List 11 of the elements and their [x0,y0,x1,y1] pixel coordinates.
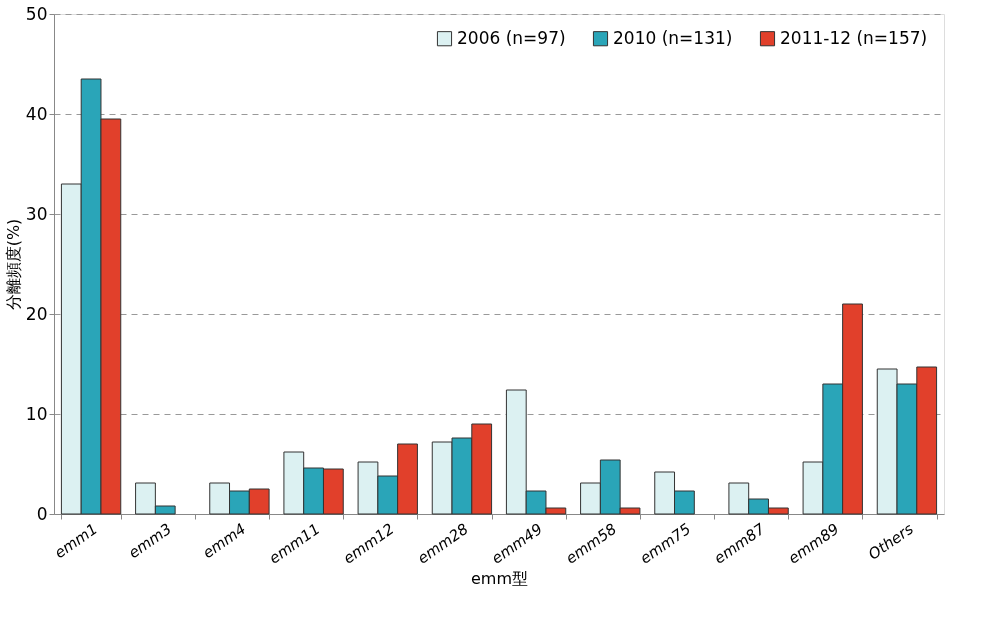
legend-label: 2010 (n=131) [613,27,733,48]
y-tick-label: 20 [25,303,48,324]
legend-label: 2006 (n=97) [457,27,566,48]
x-axis-title: emm型 [470,568,529,588]
y-tick-label: 50 [25,3,48,24]
y-tick-label: 40 [25,103,48,124]
y-tick-label: 0 [36,503,48,524]
y-tick-label: 30 [25,203,48,224]
legend-label: 2011-12 (n=157) [780,27,928,48]
y-axis-title: 分離頻度(%) [3,218,23,311]
y-tick-label: 10 [25,403,48,424]
